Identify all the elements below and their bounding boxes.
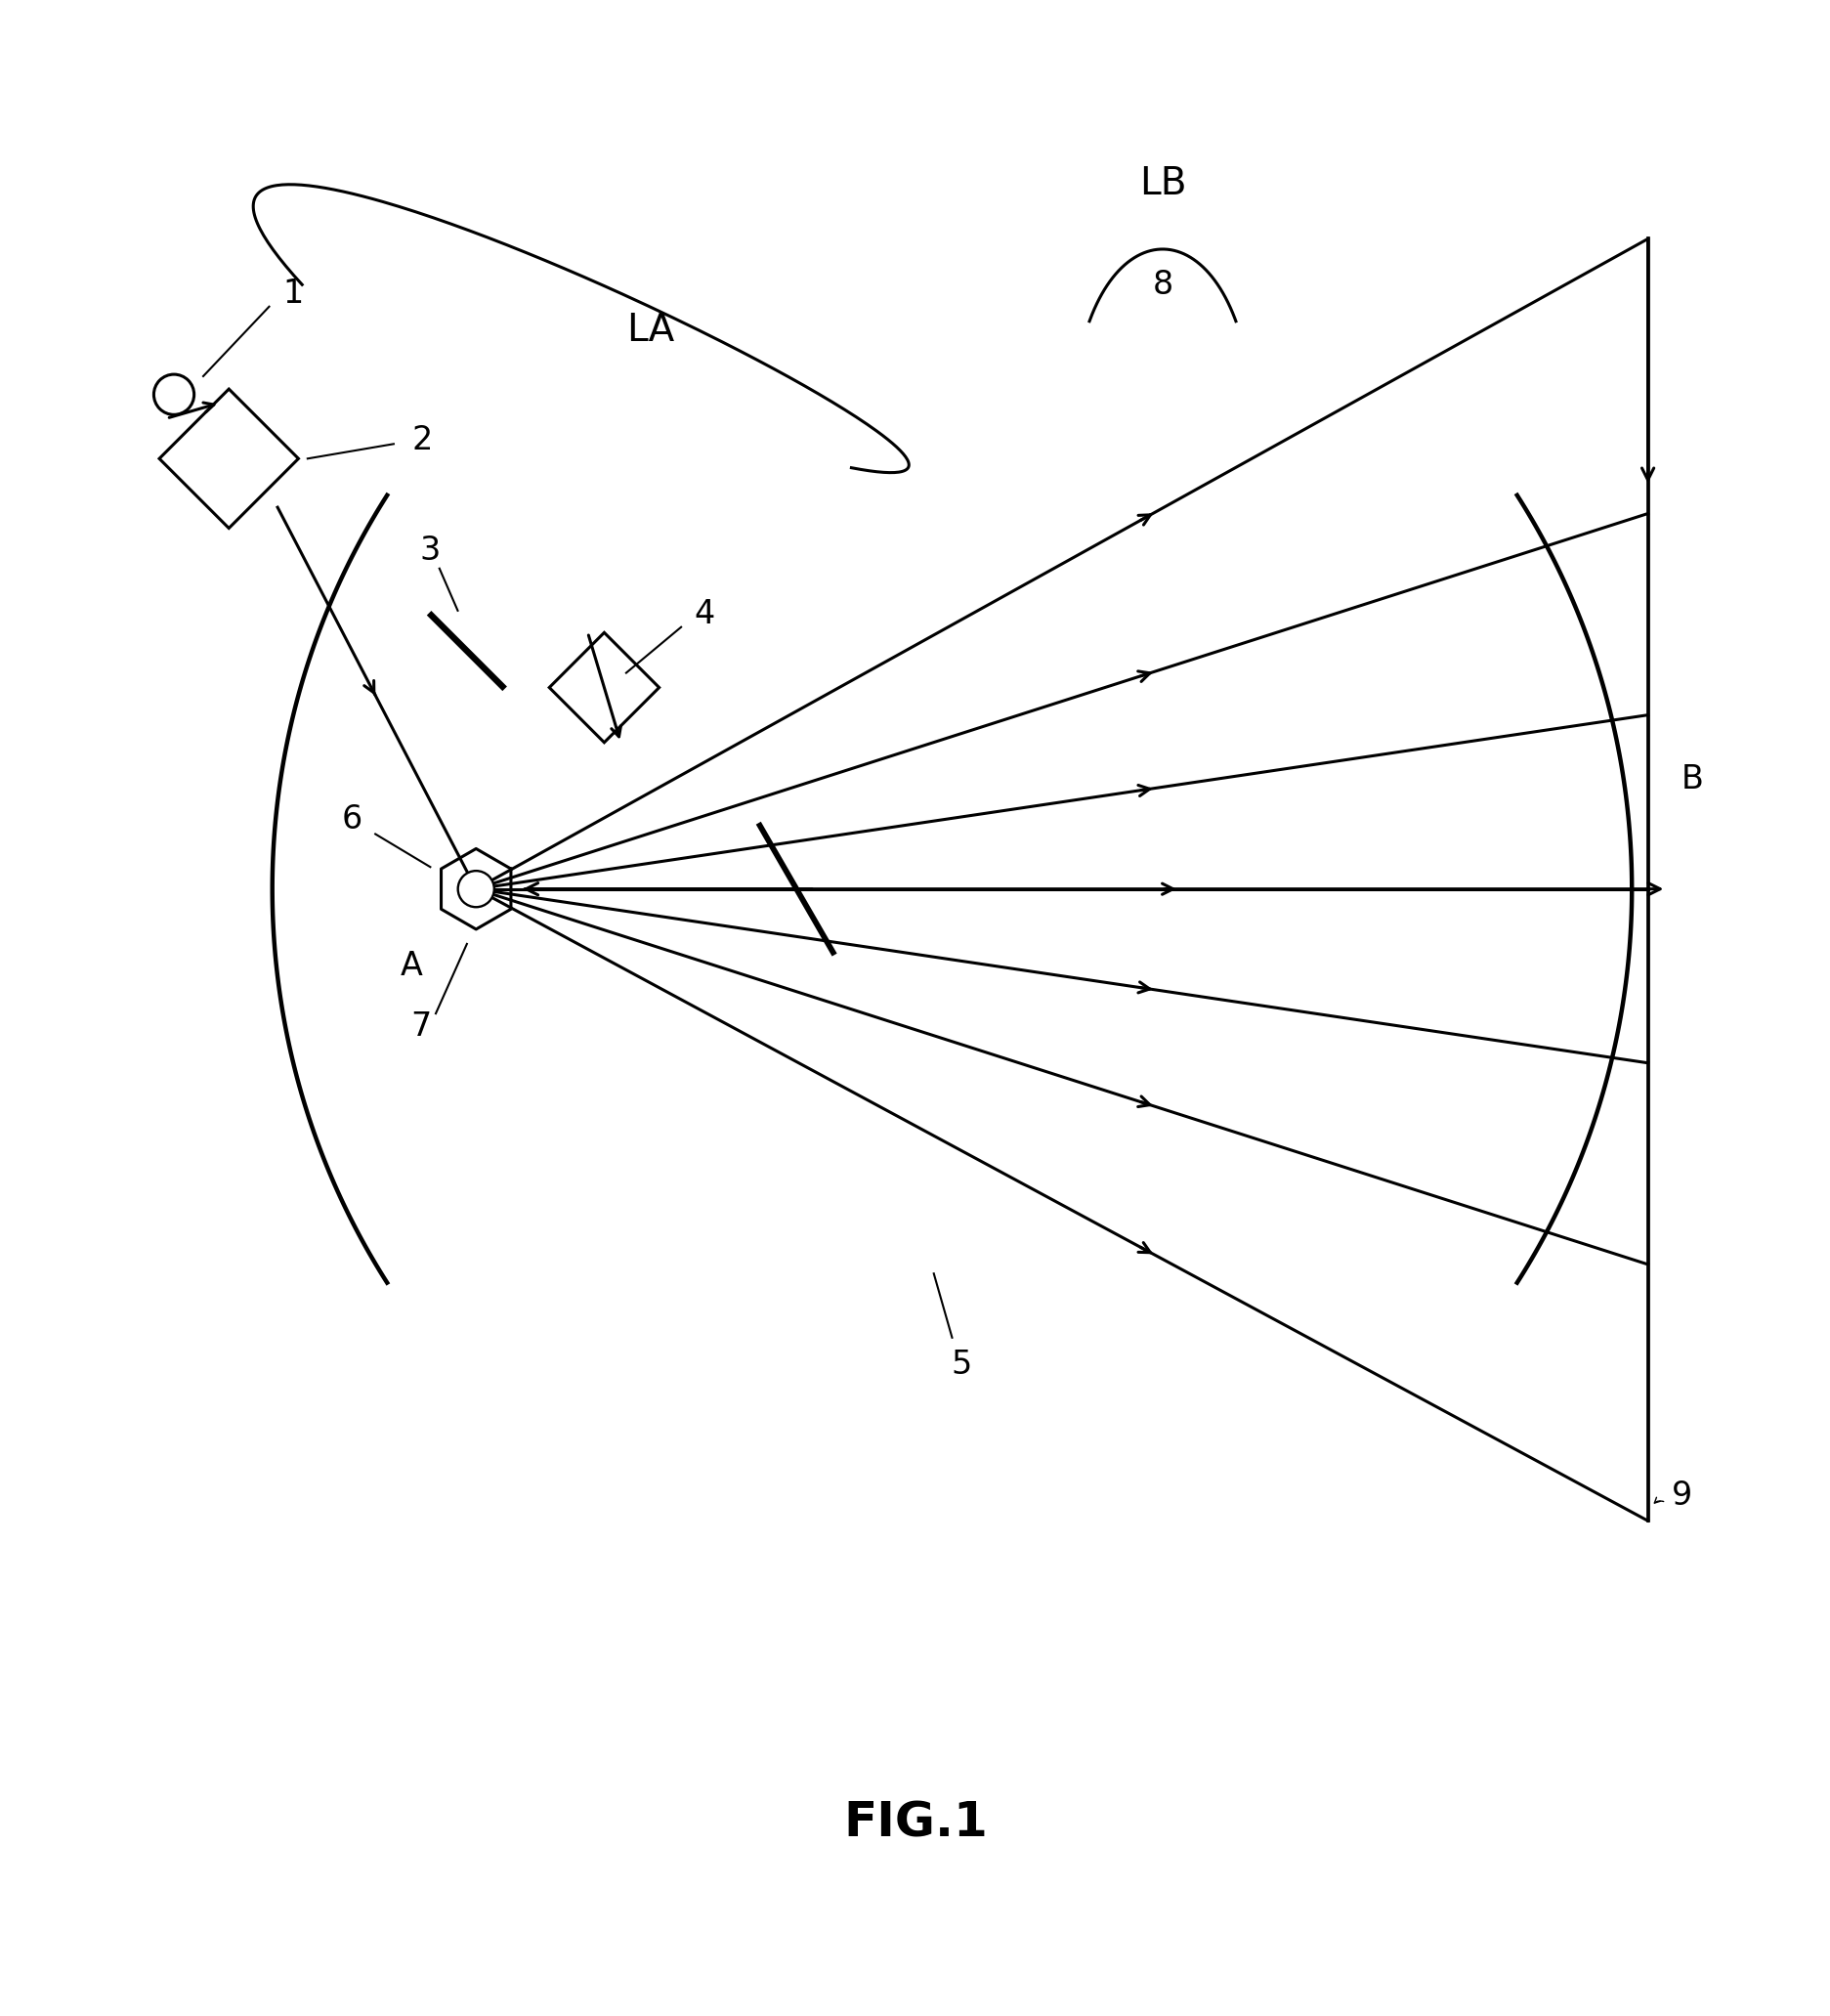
Text: 3: 3 [419, 534, 441, 566]
Text: LA: LA [626, 312, 673, 349]
Text: 4: 4 [694, 599, 716, 631]
Text: 1: 1 [282, 278, 304, 310]
Text: 5: 5 [950, 1349, 972, 1381]
Text: B: B [1680, 762, 1702, 794]
Circle shape [154, 375, 194, 415]
Text: A: A [401, 950, 423, 982]
Text: 6: 6 [340, 802, 362, 835]
Circle shape [458, 871, 494, 907]
Text: 7: 7 [410, 1010, 432, 1042]
Text: FIG.1: FIG.1 [844, 1800, 986, 1847]
Text: 2: 2 [412, 423, 432, 456]
Text: LB: LB [1138, 165, 1186, 202]
Text: 8: 8 [1151, 268, 1173, 300]
Text: 9: 9 [1671, 1480, 1691, 1512]
